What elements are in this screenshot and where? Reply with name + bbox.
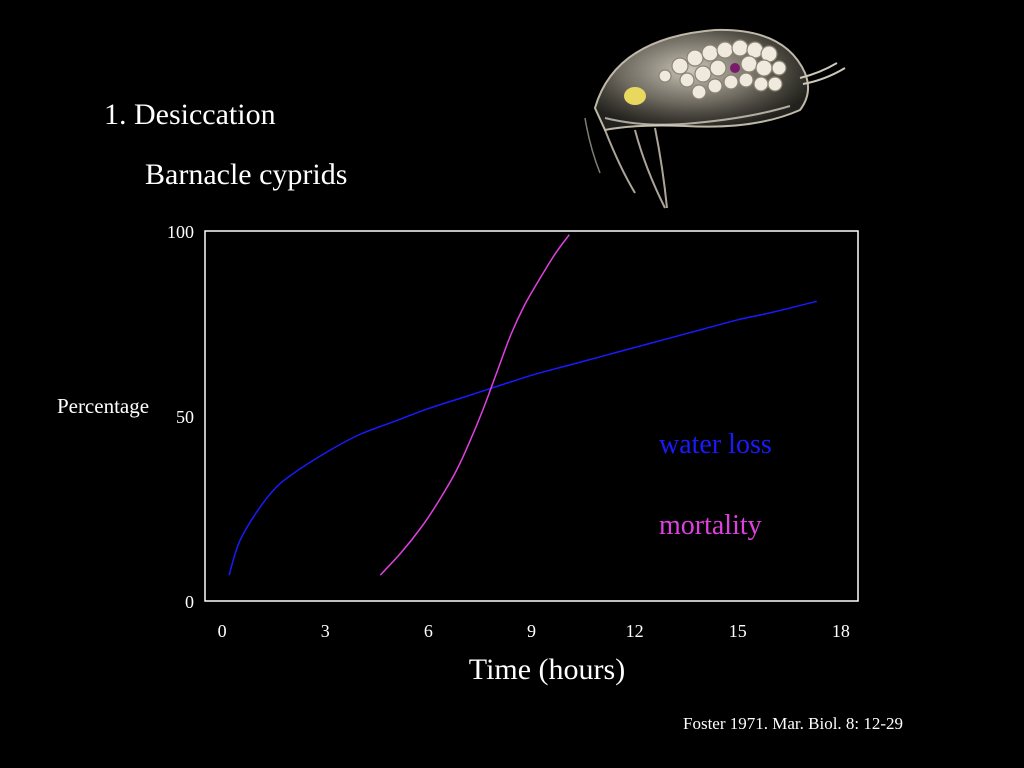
x-tick-label: 0: [218, 621, 227, 641]
y-tick-label: 100: [167, 222, 194, 242]
y-tick-label: 0: [185, 592, 194, 612]
water-loss-legend-label: water loss: [659, 429, 772, 460]
slide-subheading: Barnacle cyprids: [145, 158, 348, 191]
mortality-line: [379, 234, 570, 576]
citation: Foster 1971. Mar. Biol. 8: 12-29: [683, 714, 904, 733]
plot-frame: [204, 230, 859, 602]
x-tick-label: 12: [626, 621, 644, 641]
x-tick-label: 18: [832, 621, 850, 641]
x-tick-label: 9: [527, 621, 536, 641]
slide-heading: 1. Desiccation: [104, 98, 276, 131]
x-tick-label: 6: [424, 621, 433, 641]
barnacle-cyprid-photo: [584, 28, 846, 209]
y-axis-label: Percentage: [57, 394, 149, 418]
water-loss-line: [228, 300, 817, 576]
x-tick-label: 3: [321, 621, 330, 641]
x-tick-label: 15: [729, 621, 747, 641]
x-axis-label: Time (hours): [469, 653, 625, 686]
y-tick-label: 50: [176, 407, 194, 427]
mortality-legend-label: mortality: [659, 510, 762, 541]
